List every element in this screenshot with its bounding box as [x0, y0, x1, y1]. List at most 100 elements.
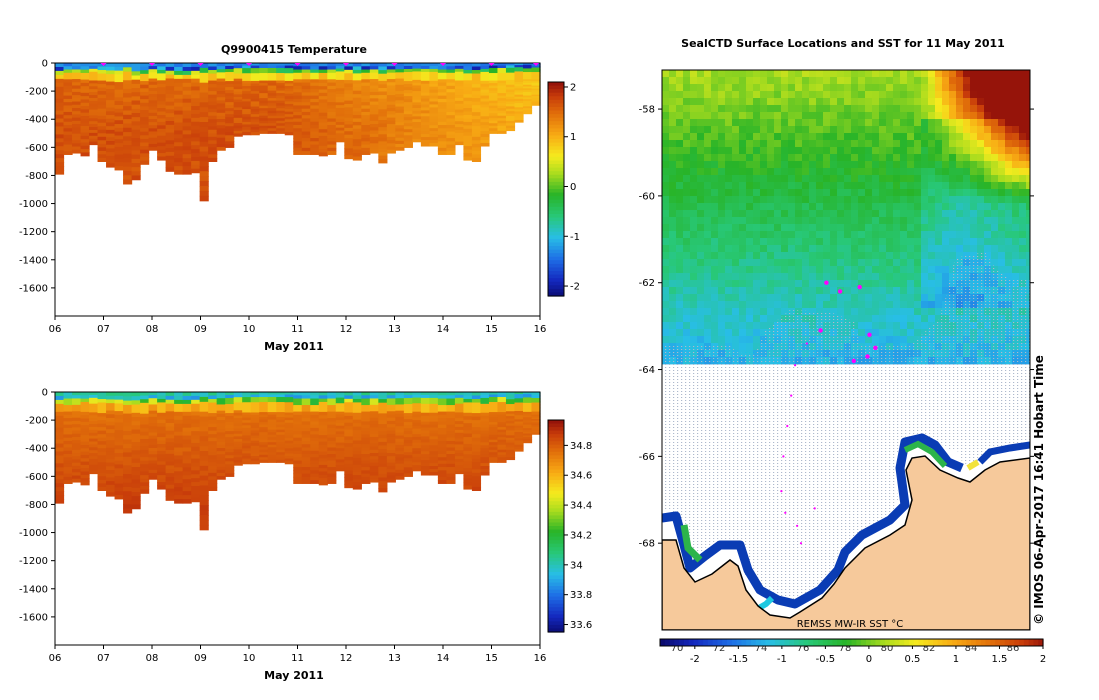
section-cell: [106, 410, 116, 415]
sst-cell: [865, 238, 873, 246]
section-cell: [131, 154, 141, 160]
section-cell: [437, 418, 447, 422]
sst-cell: [837, 231, 845, 239]
sst-cell: [1005, 133, 1013, 141]
sst-cell: [676, 168, 684, 176]
sst-cell: [711, 182, 719, 190]
section-cell: [310, 138, 320, 142]
section-cell: [344, 395, 354, 400]
sst-cell: [879, 119, 887, 127]
section-cell: [310, 411, 320, 416]
section-cell: [395, 81, 405, 86]
section-cell: [114, 143, 124, 148]
section-cell: [165, 66, 175, 72]
section-cell: [454, 456, 465, 460]
section-cell: [165, 144, 175, 149]
sst-cell: [676, 112, 684, 120]
x-tick-label: 06: [49, 324, 62, 335]
section-cell: [157, 450, 167, 455]
section-cell: [412, 397, 422, 402]
sst-cell: [1026, 259, 1030, 267]
sst-cell: [928, 245, 936, 253]
section-cell: [335, 422, 345, 427]
sst-cell: [879, 161, 887, 169]
sst-cell: [935, 238, 943, 246]
section-cell: [318, 66, 328, 71]
colorbar-swatch: [548, 437, 564, 442]
sst-cell: [774, 266, 782, 274]
section-cell: [89, 129, 99, 134]
sst-cell: [872, 133, 880, 141]
section-cell: [242, 101, 252, 105]
section-cell: [505, 123, 516, 127]
section-cell: [191, 470, 201, 475]
colorbar-swatch: [548, 451, 564, 456]
section-cell: [106, 63, 116, 68]
sst-cell: [704, 273, 712, 281]
sst-cell: [879, 238, 887, 246]
section-cell: [293, 138, 303, 142]
sst-cell: [718, 126, 726, 134]
section-cell: [361, 85, 371, 90]
section-cell: [89, 97, 99, 102]
section-cell: [174, 154, 184, 159]
section-cell: [97, 115, 107, 120]
section-cell: [225, 75, 235, 79]
section-cell: [446, 418, 456, 422]
section-cell: [369, 98, 379, 103]
section-cell: [403, 467, 413, 471]
section-cell: [514, 103, 524, 106]
section-cell: [63, 470, 73, 475]
sst-cell: [767, 238, 775, 246]
section-cell: [352, 475, 362, 480]
section-cell: [352, 73, 362, 78]
section-cell: [403, 395, 413, 399]
section-cell: [301, 411, 311, 416]
section-cell: [131, 487, 141, 493]
section-cell: [335, 394, 345, 399]
section-cell: [165, 465, 175, 470]
sst-cell: [970, 84, 978, 92]
section-cell: [352, 94, 362, 99]
section-cell: [386, 408, 396, 412]
section-cell: [531, 401, 541, 404]
section-cell: [335, 63, 345, 67]
section-cell: [497, 434, 507, 438]
sst-cell: [991, 238, 999, 246]
section-cell: [480, 86, 490, 91]
sst-cell: [683, 259, 691, 267]
sst-cell: [956, 112, 964, 120]
section-cell: [157, 419, 167, 424]
section-cell: [208, 472, 218, 477]
sst-cell: [1012, 259, 1020, 267]
sst-cell: [732, 70, 740, 78]
sst-cell: [837, 140, 845, 148]
sst-cell: [858, 161, 866, 169]
sst-cell: [676, 259, 684, 267]
section-cell: [242, 124, 252, 128]
section-cell: [174, 122, 184, 128]
sst-cell: [795, 133, 803, 141]
section-cell: [55, 423, 65, 429]
sst-cell: [774, 133, 782, 141]
section-cell: [429, 89, 439, 94]
sst-cell: [781, 189, 789, 197]
section-cell: [191, 74, 201, 80]
section-cell: [182, 138, 192, 143]
colorbar-swatch: [548, 518, 564, 524]
sst-cell: [935, 126, 943, 134]
section-cell: [72, 398, 82, 403]
sst-cell: [697, 84, 705, 92]
sst-cell: [753, 231, 761, 239]
section-cell: [497, 90, 507, 94]
section-cell: [488, 113, 499, 117]
sst-cell: [669, 217, 677, 225]
sst-cell: [949, 252, 957, 260]
sst-cell: [697, 189, 705, 197]
section-cell: [344, 80, 354, 85]
section-cell: [497, 123, 507, 127]
colorbar-swatch: [548, 174, 564, 179]
section-cell: [429, 418, 439, 423]
section-cell: [55, 447, 65, 453]
section-cell: [361, 392, 371, 396]
